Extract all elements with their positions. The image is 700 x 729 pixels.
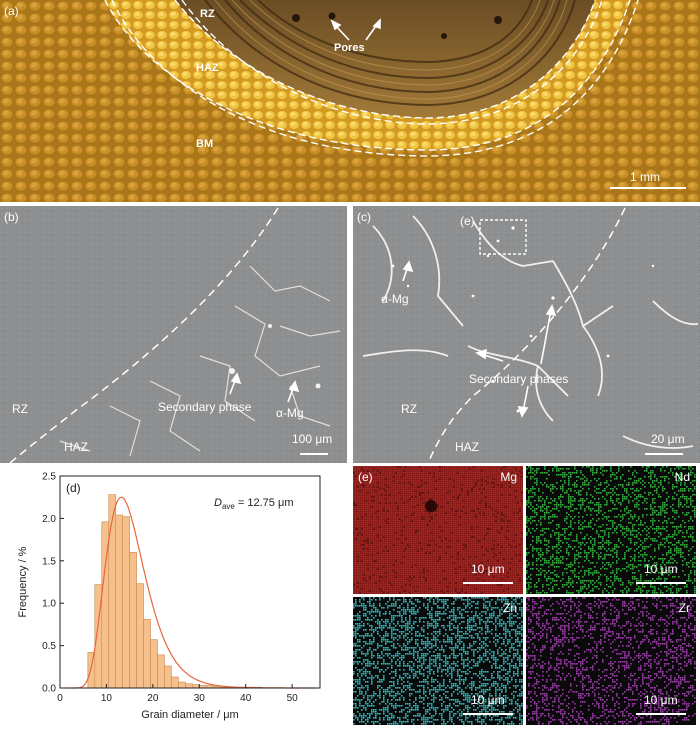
panel-a-label: (a) xyxy=(4,4,19,18)
histogram-bar xyxy=(115,514,123,689)
panel-b-scale-bar-label: 100 μm xyxy=(292,432,333,446)
histogram-bar xyxy=(143,619,151,689)
plot-frame xyxy=(59,475,321,689)
y-tick-label: 0.0 xyxy=(42,684,56,695)
dave-annotation: Dave = 12.75 μm xyxy=(214,497,293,511)
panel-a-scale-bar-label: 1 mm xyxy=(630,170,660,184)
histogram-chart: 0 10 20 30 40 50 0.0 0.5 1.0 1.5 2.0 2.5 Grain diame… xyxy=(17,472,321,721)
eds-map-zr: Zr 10 μm xyxy=(526,597,696,725)
x-tick-label: 50 xyxy=(287,693,299,704)
panel-c-sem-image: (c) (e) α-Mg Secondary phases RZ HAZ 20 … xyxy=(353,206,700,463)
eds-map-nd: Nd 10 μm xyxy=(526,466,696,594)
histogram-bar xyxy=(122,516,130,689)
x-tick-label: 30 xyxy=(194,693,206,704)
x-tick-label: 10 xyxy=(101,693,113,704)
panel-b-rz-label: RZ xyxy=(12,402,28,416)
panel-d-label: (d) xyxy=(66,481,81,495)
y-tick-label: 1.0 xyxy=(42,599,56,610)
histogram-bar xyxy=(136,583,144,689)
x-tick-label: 40 xyxy=(240,693,252,704)
eds-map-image xyxy=(526,466,696,594)
histogram-bar xyxy=(108,494,117,689)
x-tick-label: 0 xyxy=(57,693,63,704)
haz-zone-label: HAZ xyxy=(196,62,219,74)
panel-e-eds-maps: Mg 10 μm (e) Nd 10 μm Zn 10 μm Zr 10 μm xyxy=(353,466,700,729)
eds-element-label: Mg xyxy=(500,470,517,484)
histogram-bar xyxy=(87,652,96,689)
panel-a-image xyxy=(0,0,700,202)
eds-scale-bar-label: 10 μm xyxy=(644,562,678,576)
panel-d-grain-size-histogram: 0 10 20 30 40 50 0.0 0.5 1.0 1.5 2.0 2.5 Grain diame… xyxy=(0,466,346,729)
x-tick-label: 20 xyxy=(147,693,159,704)
panel-c-secondary-phases-label: Secondary phases xyxy=(469,372,569,386)
histogram-bar xyxy=(157,654,165,689)
panel-c-inset-label: (e) xyxy=(460,214,475,228)
eds-scale-bar-label: 10 μm xyxy=(644,693,678,707)
panel-b-haz-label: HAZ xyxy=(64,440,88,454)
eds-element-label: Zn xyxy=(502,601,517,615)
y-axis-label: Frequency / % xyxy=(17,546,29,617)
histogram-bar xyxy=(178,681,186,689)
panel-b-image xyxy=(0,206,347,463)
panel-c-haz-label: HAZ xyxy=(455,440,479,454)
eds-map-image xyxy=(353,466,523,594)
eds-element-label: Nd xyxy=(674,470,690,484)
histogram-bar xyxy=(164,665,172,689)
histogram-bar xyxy=(129,552,137,689)
panel-b-secondary-phase-label: Secondary phase xyxy=(158,400,252,414)
y-tick-label: 1.5 xyxy=(42,556,56,567)
rz-zone-label: RZ xyxy=(200,8,215,20)
eds-element-label: Zr xyxy=(678,601,690,615)
y-tick-label: 2.0 xyxy=(42,514,56,525)
panel-e-label: (e) xyxy=(358,470,373,484)
eds-map-image xyxy=(526,597,696,725)
eds-map-mg: Mg 10 μm (e) xyxy=(353,466,523,594)
panel-c-label: (c) xyxy=(357,210,371,224)
histogram-bar xyxy=(185,683,193,689)
panel-c-scale-bar-label: 20 μm xyxy=(651,432,685,446)
y-tick-label: 0.5 xyxy=(42,641,56,652)
eds-map-zn: Zn 10 μm xyxy=(353,597,523,725)
panel-c-image xyxy=(353,206,700,463)
eds-scale-bar-label: 10 μm xyxy=(471,562,505,576)
histogram-bar xyxy=(171,676,179,689)
eds-map-image xyxy=(353,597,523,725)
x-axis-label: Grain diameter / μm xyxy=(141,709,238,721)
panel-c-alpha-mg-label: α-Mg xyxy=(381,292,409,306)
histogram-bar xyxy=(150,639,158,689)
panel-b-alpha-mg-label: α-Mg xyxy=(276,406,304,420)
y-tick-label: 2.5 xyxy=(42,472,56,483)
bm-zone-label: BM xyxy=(196,138,214,150)
panel-a-optical-micrograph: (a) RZ HAZ BM Pores 1 mm xyxy=(0,0,700,202)
panel-c-rz-label: RZ xyxy=(401,402,417,416)
panel-b-label: (b) xyxy=(4,210,19,224)
eds-scale-bar-label: 10 μm xyxy=(471,693,505,707)
pores-label: Pores xyxy=(334,42,365,54)
panel-b-sem-image: (b) RZ HAZ Secondary phase α-Mg 100 μm xyxy=(0,206,347,463)
histogram-bar xyxy=(192,684,200,689)
